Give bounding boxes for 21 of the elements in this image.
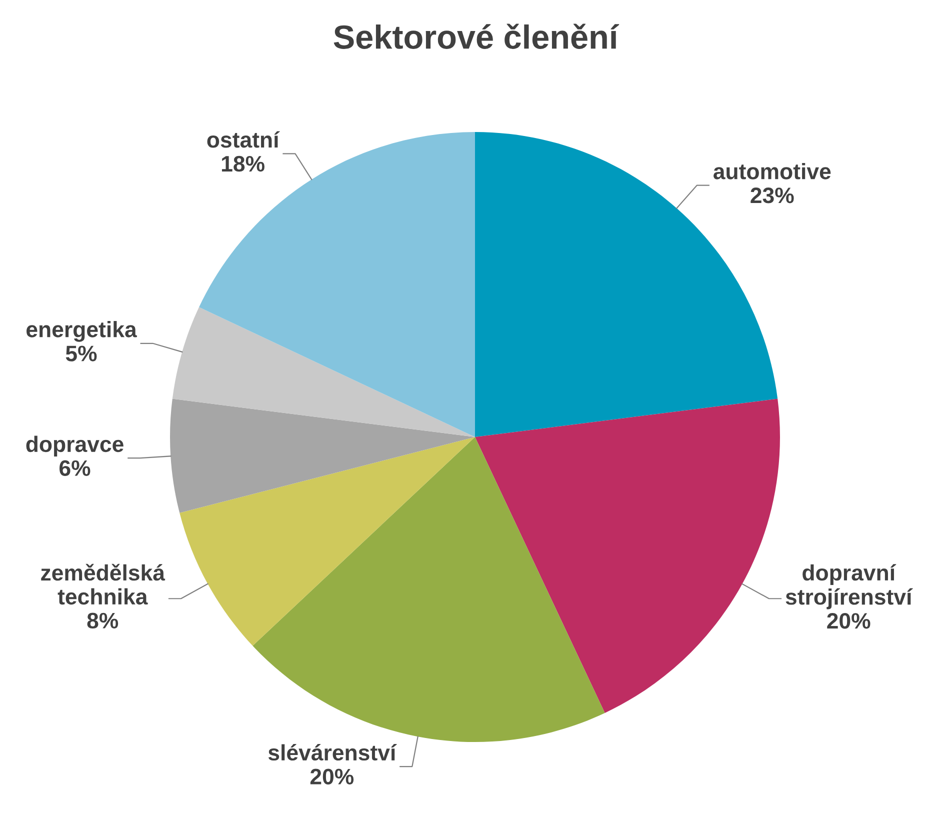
data-label: 20% [827, 613, 870, 629]
pie-slice [475, 398, 780, 713]
data-label: 8% [87, 612, 118, 629]
pie-slice [170, 398, 475, 513]
slice-label: slévárenství [268, 744, 397, 761]
pie-slice [180, 437, 475, 646]
slice-label: energetika [26, 321, 137, 342]
slice-label: dopravce [26, 436, 124, 456]
slice-label: ostatní [207, 131, 280, 148]
data-label: 20% [310, 768, 354, 784]
data-label: 5% [66, 346, 97, 362]
chart-title: Sektorové členění [334, 24, 620, 49]
data-label: 23% [750, 188, 794, 204]
data-label: 18% [222, 156, 264, 172]
pie-slice [199, 132, 475, 437]
pie-slice [172, 307, 475, 437]
slice-label: dopravní strojírenství [786, 564, 913, 610]
data-label: 6% [60, 460, 90, 476]
pie-slice [252, 437, 605, 742]
slice-label: zemědělská technika [41, 564, 166, 605]
slice-label: automotive [714, 163, 831, 180]
